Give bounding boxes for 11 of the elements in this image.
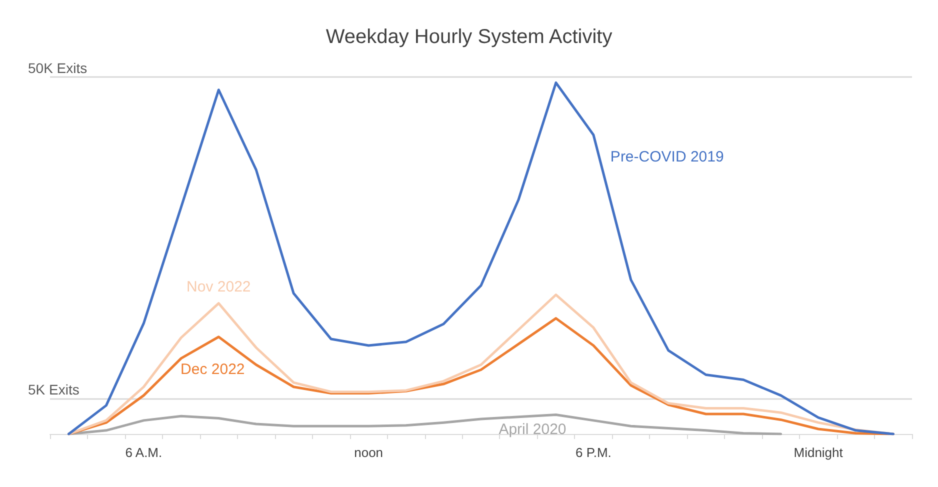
series-label: Nov 2022 bbox=[186, 278, 251, 296]
x-tick-label: noon bbox=[354, 445, 384, 460]
x-tick-label: 6 A.M. bbox=[125, 445, 162, 460]
x-tick-label: 6 P.M. bbox=[575, 445, 612, 460]
y-tick-label: 50K Exits bbox=[28, 60, 88, 76]
chart-title: Weekday Hourly System Activity bbox=[326, 26, 612, 48]
series-label: April 2020 bbox=[498, 420, 566, 438]
series-label: Pre-COVID 2019 bbox=[610, 148, 724, 166]
x-tick-label: Midnight bbox=[794, 445, 844, 460]
series-label: Dec 2022 bbox=[180, 360, 245, 378]
y-tick-label: 5K Exits bbox=[28, 381, 80, 398]
